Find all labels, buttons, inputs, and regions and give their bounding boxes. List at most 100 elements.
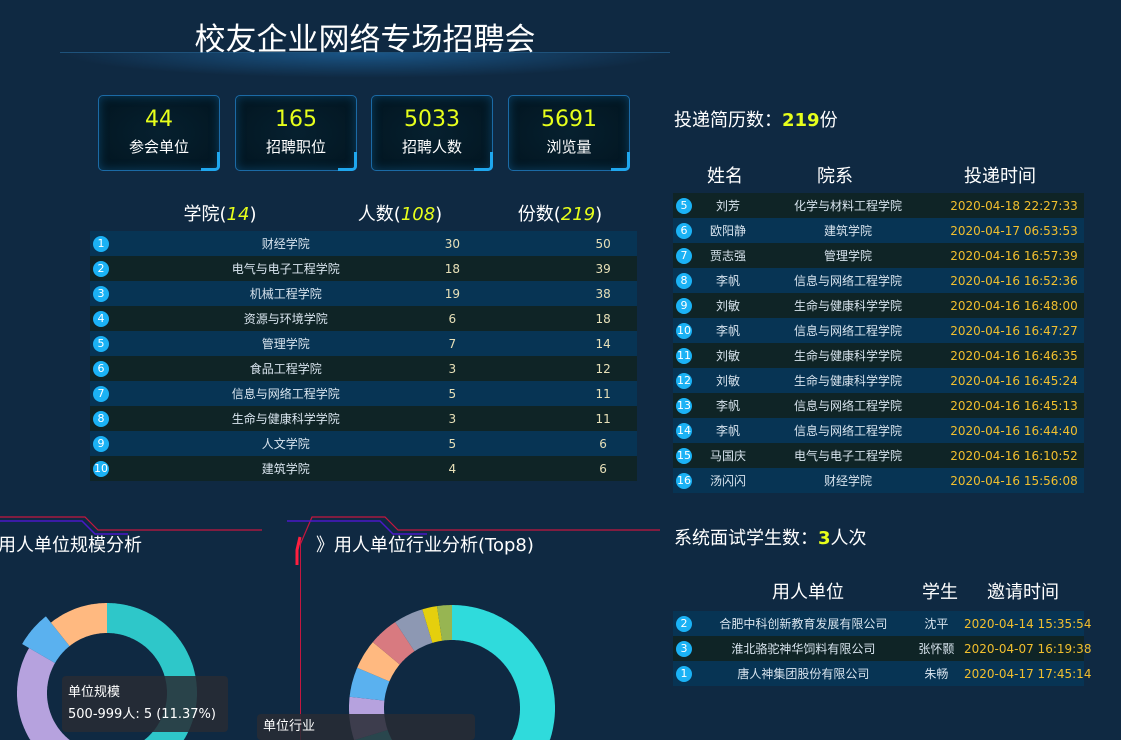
divider xyxy=(300,540,301,740)
company-name: 唐人神集团股份有限公司 xyxy=(737,667,870,681)
stat-label: 浏览量 xyxy=(546,138,592,156)
submit-time: 2020-04-16 16:45:24 xyxy=(950,373,1078,388)
header-text: 人数( xyxy=(357,204,401,225)
department: 信息与网络工程学院 xyxy=(793,424,902,438)
college-name: 电气与电子工程学院 xyxy=(231,262,340,276)
rank-badge: 2 xyxy=(93,260,109,277)
donut-slice[interactable] xyxy=(17,648,121,740)
stat-card-units: 44 参会单位 xyxy=(98,95,220,171)
stat-value: 5691 xyxy=(541,107,597,132)
rank-badge: 4 xyxy=(93,310,109,327)
department: 财经学院 xyxy=(823,474,872,488)
rank-badge: 6 xyxy=(676,222,692,239)
copies-count: 50 xyxy=(595,236,611,251)
stat-value: 5033 xyxy=(404,107,460,132)
table-row: 6 食品工程学院 3 12 xyxy=(90,356,637,381)
people-count: 4 xyxy=(448,461,457,476)
people-count: 30 xyxy=(444,236,460,251)
resume-header-time: 投递时间 xyxy=(964,166,1036,187)
page-title: 校友企业网络专场招聘会 xyxy=(194,22,536,58)
interview-header-student: 学生 xyxy=(922,582,958,603)
table-row: 2 合肥中科创新教育发展有限公司 沈平 2020-04-14 15:35:54 xyxy=(673,611,1092,636)
people-count: 18 xyxy=(444,261,460,276)
donut-slice[interactable] xyxy=(22,616,70,663)
header-text: ) xyxy=(435,204,443,225)
department: 信息与网络工程学院 xyxy=(793,399,902,413)
table-row: 2 电气与电子工程学院 18 39 xyxy=(90,256,637,281)
rank-badge: 3 xyxy=(676,640,692,657)
department: 生命与健康科学学院 xyxy=(793,299,902,313)
donut-slice[interactable] xyxy=(354,605,556,740)
interview-count: 3 xyxy=(818,528,831,549)
donut-slice[interactable] xyxy=(349,667,390,701)
interview-header-company: 用人单位 xyxy=(772,582,844,603)
header-text: 学院( xyxy=(183,204,227,225)
company-name: 合肥中科创新教育发展有限公司 xyxy=(719,617,888,631)
student-name: 李帆 xyxy=(715,274,740,288)
rank-badge: 3 xyxy=(93,285,109,302)
people-count: 6 xyxy=(448,311,457,326)
submit-time: 2020-04-16 16:47:27 xyxy=(950,323,1078,338)
rank-badge: 12 xyxy=(676,372,692,389)
resume-unit: 份 xyxy=(819,110,838,131)
rank-badge: 10 xyxy=(93,460,109,477)
donut-slice[interactable] xyxy=(437,605,452,641)
donut-slice[interactable] xyxy=(422,606,443,643)
college-name: 生命与健康科学学院 xyxy=(231,412,340,426)
stat-value: 165 xyxy=(275,107,317,132)
donut-slice[interactable] xyxy=(50,603,107,647)
copies-count: 11 xyxy=(595,386,611,401)
college-name: 机械工程学院 xyxy=(249,287,322,301)
header-text: ) xyxy=(249,204,257,225)
rank-badge: 6 xyxy=(93,360,109,377)
header-text: ) xyxy=(595,204,603,225)
student-name: 汤闪闪 xyxy=(709,474,746,488)
submit-time: 2020-04-16 16:46:35 xyxy=(950,348,1078,363)
rank-badge: 1 xyxy=(93,235,109,252)
department: 信息与网络工程学院 xyxy=(793,324,902,338)
copies-count: 18 xyxy=(595,311,611,326)
stat-label: 招聘职位 xyxy=(265,138,326,156)
student-name: 马国庆 xyxy=(709,449,746,463)
table-row: 7 贾志强 管理学院 2020-04-16 16:57:39 xyxy=(673,243,1084,268)
people-count: 5 xyxy=(448,386,457,401)
panel-frame-decoration xyxy=(0,516,660,565)
department: 生命与健康科学学院 xyxy=(793,374,902,388)
submit-time: 2020-04-16 16:57:39 xyxy=(950,248,1078,263)
college-name: 信息与网络工程学院 xyxy=(231,387,340,401)
donut-slice[interactable] xyxy=(372,622,415,665)
table-row: 10 李帆 信息与网络工程学院 2020-04-16 16:47:27 xyxy=(673,318,1084,343)
tooltip-title: 单位行业 xyxy=(263,719,316,734)
people-count: 3 xyxy=(448,411,457,426)
industry-tooltip: 单位行业 xyxy=(257,714,475,740)
scale-tooltip: 单位规模 500-999人: 5 (11.37%) xyxy=(62,676,228,732)
student-name: 朱畅 xyxy=(924,667,949,681)
table-row: 5 管理学院 7 14 xyxy=(90,331,637,356)
interview-label: 系统面试学生数： xyxy=(674,528,818,549)
people-header: 人数(108) xyxy=(320,200,480,226)
student-name: 刘敏 xyxy=(715,349,740,363)
table-row: 6 欧阳静 建筑学院 2020-04-17 06:53:53 xyxy=(673,218,1084,243)
header-text: 份数( xyxy=(517,204,561,225)
interview-header-time: 邀请时间 xyxy=(987,582,1059,603)
invite-time: 2020-04-07 16:19:38 xyxy=(964,641,1092,656)
student-name: 欧阳静 xyxy=(709,224,746,238)
rank-badge: 1 xyxy=(676,665,692,682)
donut-slice[interactable] xyxy=(357,642,400,682)
table-row: 1 财经学院 30 50 xyxy=(90,231,637,256)
copies-count: 6 xyxy=(599,461,607,476)
student-name: 贾志强 xyxy=(709,249,746,263)
table-row: 8 生命与健康科学学院 3 11 xyxy=(90,406,637,431)
invite-time: 2020-04-14 15:35:54 xyxy=(964,616,1092,631)
rank-badge: 15 xyxy=(676,447,692,464)
rank-badge: 10 xyxy=(676,322,692,339)
table-row: 16 汤闪闪 财经学院 2020-04-16 15:56:08 xyxy=(673,468,1084,493)
title-decoration xyxy=(60,52,670,78)
department: 生命与健康科学学院 xyxy=(793,349,902,363)
people-count: 5 xyxy=(448,436,457,451)
student-name: 刘敏 xyxy=(715,374,740,388)
department: 建筑学院 xyxy=(823,224,872,238)
submit-time: 2020-04-16 15:56:08 xyxy=(950,473,1078,488)
table-row: 8 李帆 信息与网络工程学院 2020-04-16 16:52:36 xyxy=(673,268,1084,293)
donut-slice[interactable] xyxy=(395,609,433,652)
